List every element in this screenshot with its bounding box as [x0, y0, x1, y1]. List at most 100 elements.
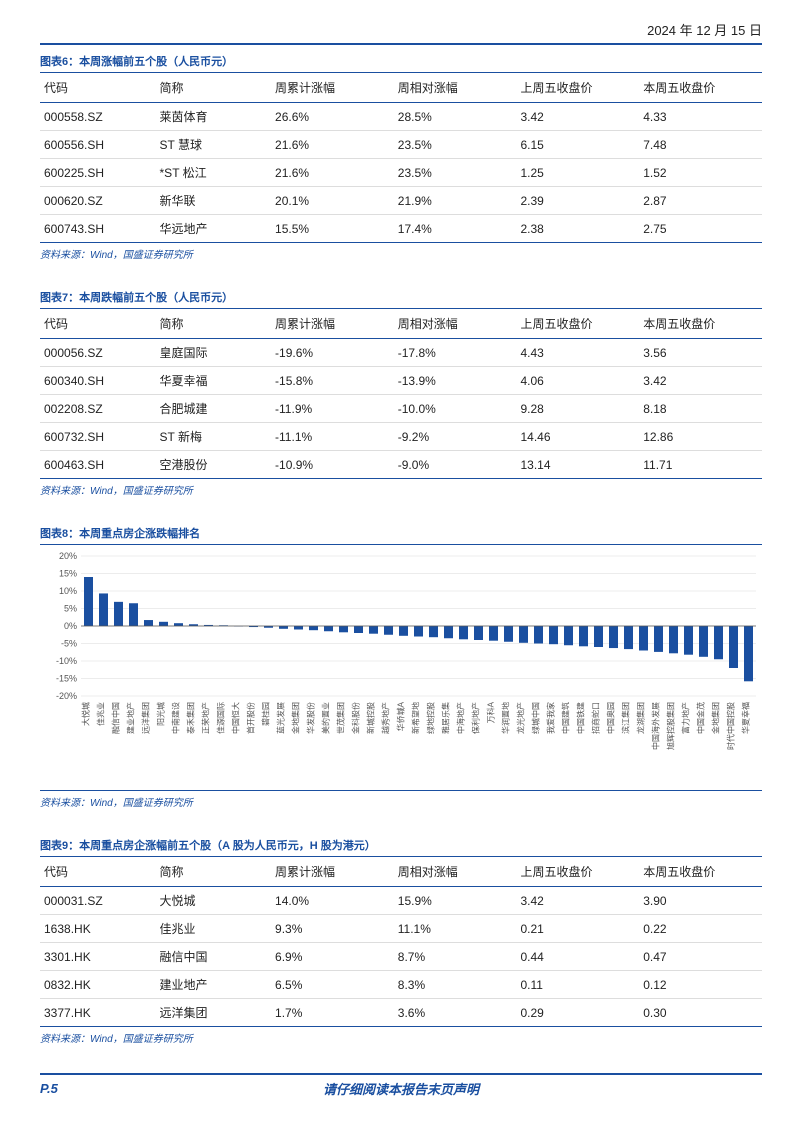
table-row: 600732.SHST 新梅-11.1%-9.2%14.4612.86: [40, 423, 762, 451]
table-cell: -11.1%: [271, 423, 394, 451]
column-header: 本周五收盘价: [639, 857, 762, 887]
table-cell: 2.75: [639, 215, 762, 243]
svg-text:-20%: -20%: [56, 691, 77, 701]
table-cell: 6.9%: [271, 943, 394, 971]
column-header: 本周五收盘价: [639, 73, 762, 103]
svg-text:华侨城A: 华侨城A: [396, 701, 406, 731]
table-cell: 0.30: [639, 999, 762, 1027]
table-cell: 002208.SZ: [40, 395, 156, 423]
column-header: 上周五收盘价: [517, 857, 640, 887]
table7-header-row: 代码简称周累计涨幅周相对涨幅上周五收盘价本周五收盘价: [40, 309, 762, 339]
table-cell: 2.87: [639, 187, 762, 215]
svg-text:-5%: -5%: [61, 639, 77, 649]
table6-body: 000558.SZ莱茵体育26.6%28.5%3.424.33600556.SH…: [40, 103, 762, 243]
table-cell: ST 慧球: [156, 131, 272, 159]
table-row: 1638.HK佳兆业9.3%11.1%0.210.22: [40, 915, 762, 943]
table-cell: -13.9%: [394, 367, 517, 395]
svg-text:中海地产: 中海地产: [456, 702, 466, 734]
svg-text:正荣地产: 正荣地产: [201, 702, 211, 734]
table6-source: 资料来源：Wind，国盛证券研究所: [40, 246, 762, 261]
table-cell: 600463.SH: [40, 451, 156, 479]
table7-section: 图表7：本周跌幅前五个股（人民币元） 代码简称周累计涨幅周相对涨幅上周五收盘价本…: [40, 289, 762, 497]
column-header: 周相对涨幅: [394, 73, 517, 103]
table-row: 000056.SZ皇庭国际-19.6%-17.8%4.433.56: [40, 339, 762, 367]
table-row: 600556.SHST 慧球21.6%23.5%6.157.48: [40, 131, 762, 159]
column-header: 代码: [40, 73, 156, 103]
table-cell: 0.21: [517, 915, 640, 943]
table-cell: 新华联: [156, 187, 272, 215]
svg-text:佳源国际: 佳源国际: [216, 702, 226, 734]
table-cell: 华远地产: [156, 215, 272, 243]
svg-text:20%: 20%: [59, 551, 77, 561]
table-cell: -9.2%: [394, 423, 517, 451]
table-cell: 21.6%: [271, 131, 394, 159]
table-cell: 2.39: [517, 187, 640, 215]
table-row: 0832.HK建业地产6.5%8.3%0.110.12: [40, 971, 762, 999]
svg-text:华润置地: 华润置地: [501, 702, 511, 734]
table-cell: 3.90: [639, 887, 762, 915]
svg-text:中国金茂: 中国金茂: [696, 702, 706, 734]
svg-text:首开股份: 首开股份: [246, 702, 256, 734]
table-cell: 6.5%: [271, 971, 394, 999]
table9-body: 000031.SZ大悦城14.0%15.9%3.423.901638.HK佳兆业…: [40, 887, 762, 1027]
svg-text:大悦城: 大悦城: [81, 702, 91, 726]
page-date: 2024 年 12 月 15 日: [40, 20, 762, 45]
table-cell: 28.5%: [394, 103, 517, 131]
table-cell: -17.8%: [394, 339, 517, 367]
chart8-section: 图表8：本周重点房企涨跌幅排名 -20%-15%-10%-5%0%5%10%15…: [40, 525, 762, 809]
table-cell: 600732.SH: [40, 423, 156, 451]
page-footer: P.5 请仔细阅读本报告末页声明: [40, 1073, 762, 1098]
table-cell: 000558.SZ: [40, 103, 156, 131]
page-number: P.5: [40, 1081, 140, 1096]
chart8-title: 图表8：本周重点房企涨跌幅排名: [40, 525, 762, 541]
table-cell: 3.6%: [394, 999, 517, 1027]
table-cell: 7.48: [639, 131, 762, 159]
table9-source: 资料来源：Wind，国盛证券研究所: [40, 1030, 762, 1045]
chart8-source: 资料来源：Wind，国盛证券研究所: [40, 794, 762, 809]
table-cell: 3.42: [639, 367, 762, 395]
table-cell: 1638.HK: [40, 915, 156, 943]
svg-text:滨江集团: 滨江集团: [621, 702, 631, 734]
table-cell: 3.56: [639, 339, 762, 367]
table-cell: 21.6%: [271, 159, 394, 187]
table-row: 000620.SZ新华联20.1%21.9%2.392.87: [40, 187, 762, 215]
table-cell: 0.44: [517, 943, 640, 971]
table9-header-row: 代码简称周累计涨幅周相对涨幅上周五收盘价本周五收盘价: [40, 857, 762, 887]
svg-text:15%: 15%: [59, 569, 77, 579]
column-header: 周累计涨幅: [271, 73, 394, 103]
column-header: 上周五收盘价: [517, 73, 640, 103]
table-cell: 远洋集团: [156, 999, 272, 1027]
column-header: 简称: [156, 73, 272, 103]
table-cell: 0.11: [517, 971, 640, 999]
table7-source: 资料来源：Wind，国盛证券研究所: [40, 482, 762, 497]
svg-text:10%: 10%: [59, 586, 77, 596]
svg-text:中南建设: 中南建设: [171, 702, 181, 734]
table-cell: 0.29: [517, 999, 640, 1027]
table-cell: 15.5%: [271, 215, 394, 243]
table-cell: -10.0%: [394, 395, 517, 423]
table-cell: 13.14: [517, 451, 640, 479]
footer-disclaimer: 请仔细阅读本报告末页声明: [140, 1079, 662, 1098]
table-cell: 融信中国: [156, 943, 272, 971]
svg-text:我爱我家: 我爱我家: [546, 702, 556, 734]
column-header: 周累计涨幅: [271, 309, 394, 339]
table-row: 600225.SH*ST 松江21.6%23.5%1.251.52: [40, 159, 762, 187]
table-cell: 0832.HK: [40, 971, 156, 999]
svg-text:美的置业: 美的置业: [321, 702, 331, 734]
column-header: 上周五收盘价: [517, 309, 640, 339]
column-header: 周相对涨幅: [394, 309, 517, 339]
table-row: 600463.SH空港股份-10.9%-9.0%13.1411.71: [40, 451, 762, 479]
table-cell: *ST 松江: [156, 159, 272, 187]
svg-text:越秀地产: 越秀地产: [381, 702, 391, 734]
svg-text:富力地产: 富力地产: [681, 702, 691, 734]
svg-text:5%: 5%: [64, 604, 77, 614]
table-cell: 1.7%: [271, 999, 394, 1027]
table-cell: -15.8%: [271, 367, 394, 395]
table-cell: 建业地产: [156, 971, 272, 999]
svg-text:建业地产: 建业地产: [126, 702, 136, 734]
table-cell: 17.4%: [394, 215, 517, 243]
table6: 代码简称周累计涨幅周相对涨幅上周五收盘价本周五收盘价 000558.SZ莱茵体育…: [40, 72, 762, 243]
svg-text:碧桂园: 碧桂园: [261, 702, 271, 726]
svg-text:蓝光发展: 蓝光发展: [276, 702, 286, 734]
table-cell: 3.42: [517, 103, 640, 131]
